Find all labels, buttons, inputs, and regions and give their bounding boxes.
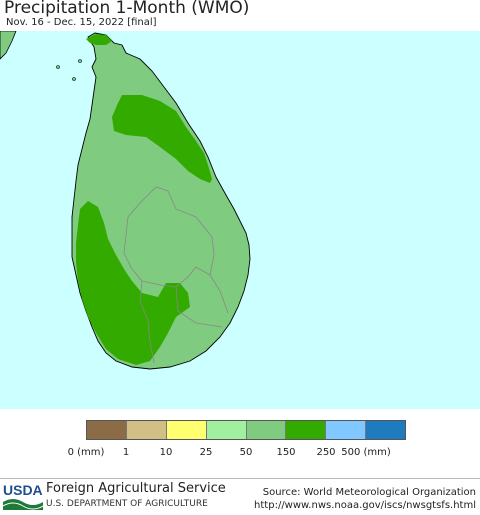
legend-labels: 0 (mm) 1 10 25 50 150 250 500 (mm) <box>0 447 480 461</box>
source-line-1: Source: World Meteorological Organizatio… <box>262 487 476 498</box>
source-line-2: http://www.nws.noaa.gov/iscs/nwsgtsfs.ht… <box>254 500 476 511</box>
province-boundary <box>175 266 211 288</box>
agency-name: Foreign Agricultural Service <box>46 481 226 496</box>
department-name: U.S. DEPARTMENT OF AGRICULTURE <box>46 499 208 509</box>
usda-logo: USDA <box>3 482 43 510</box>
island <box>72 77 76 81</box>
legend-swatch <box>166 421 207 439</box>
legend-label: 10 <box>159 447 173 458</box>
legend-label: 150 <box>276 447 296 458</box>
map-canvas <box>0 31 480 409</box>
island <box>78 59 82 63</box>
jaffna-rainfall-zone <box>86 34 112 45</box>
map-title: Precipitation 1-Month (WMO) <box>4 0 250 18</box>
province-boundary <box>139 280 155 364</box>
legend-label: 1 <box>122 447 130 458</box>
province-boundary <box>175 286 223 328</box>
legend-swatch <box>246 421 287 439</box>
legend-swatch <box>206 421 247 439</box>
legend-swatch <box>366 421 405 439</box>
legend-label: 250 <box>316 447 336 458</box>
legend-swatch <box>326 421 367 439</box>
legend-label: 500 (mm) <box>341 447 391 458</box>
province-boundary <box>127 186 229 314</box>
usda-logo-line <box>3 502 43 510</box>
legend-colorbar <box>86 420 406 440</box>
precipitation-map <box>0 31 480 409</box>
map-subtitle: Nov. 16 - Dec. 15, 2022 [final] <box>6 17 157 28</box>
province-boundary <box>123 216 177 288</box>
island <box>56 65 60 69</box>
legend-swatch <box>87 421 127 439</box>
footer-divider <box>0 478 480 479</box>
usda-logo-text: USDA <box>3 482 43 498</box>
north-rainfall-zone <box>112 95 212 183</box>
southwest-rainfall-zone <box>76 201 190 365</box>
legend-label: 50 <box>239 447 253 458</box>
india-landmass <box>0 31 17 60</box>
legend-swatch <box>286 421 327 439</box>
usda-logo-hills <box>3 499 43 510</box>
legend-label: 25 <box>199 447 213 458</box>
legend-label: 0 (mm) <box>67 447 105 458</box>
legend-swatch <box>126 421 167 439</box>
